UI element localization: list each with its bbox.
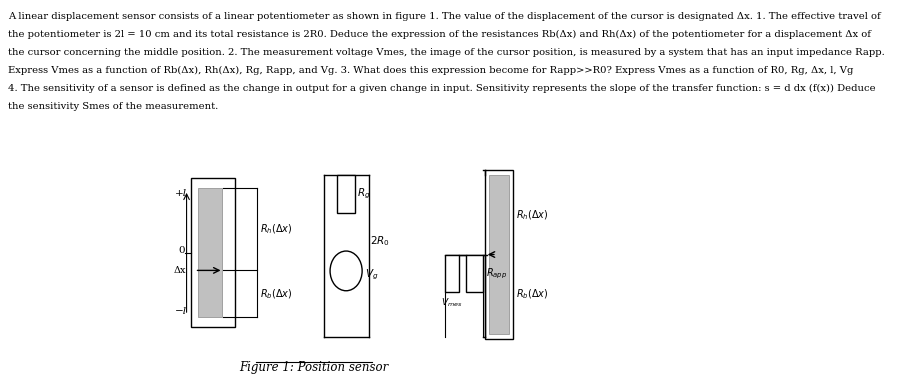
Text: Express Vmes as a function of Rb(Δx), Rh(Δx), Rg, Rapp, and Vg. 3. What does thi: Express Vmes as a function of Rb(Δx), Rh… <box>8 66 854 75</box>
Text: $2R_0$: $2R_0$ <box>370 234 390 248</box>
Text: $V_{mes}$: $V_{mes}$ <box>441 296 462 309</box>
Text: $R_g$: $R_g$ <box>358 187 371 201</box>
Text: $V_g$: $V_g$ <box>365 268 379 282</box>
Bar <box>485 170 513 339</box>
Text: $R_{app}$: $R_{app}$ <box>486 266 507 280</box>
Text: $R_h(\Delta x)$: $R_h(\Delta x)$ <box>259 222 292 236</box>
Text: $R_b(\Delta x)$: $R_b(\Delta x)$ <box>259 287 292 301</box>
Bar <box>466 255 483 292</box>
Text: the sensitivity Smes of the measurement.: the sensitivity Smes of the measurement. <box>8 102 218 111</box>
Text: the cursor concerning the middle position. 2. The measurement voltage Vmes, the : the cursor concerning the middle positio… <box>8 48 885 57</box>
Text: 4. The sensitivity of a sensor is defined as the change in output for a given ch: 4. The sensitivity of a sensor is define… <box>8 84 875 93</box>
Text: Δx: Δx <box>174 266 187 275</box>
Text: +l: +l <box>176 190 187 199</box>
Bar <box>489 175 509 334</box>
Bar <box>197 188 222 317</box>
Text: A linear displacement sensor consists of a linear potentiometer as shown in figu: A linear displacement sensor consists of… <box>8 12 881 21</box>
Text: $R_b(\Delta x)$: $R_b(\Delta x)$ <box>516 287 549 301</box>
Bar <box>191 178 236 327</box>
Bar <box>338 175 355 213</box>
Text: Figure 1: Position sensor: Figure 1: Position sensor <box>239 361 389 374</box>
Text: 0: 0 <box>178 246 185 255</box>
Bar <box>445 255 460 292</box>
Text: the potentiometer is 2l = 10 cm and its total resistance is 2R0. Deduce the expr: the potentiometer is 2l = 10 cm and its … <box>8 30 871 39</box>
Text: $R_h(\Delta x)$: $R_h(\Delta x)$ <box>516 208 549 222</box>
Text: −l: −l <box>176 307 187 316</box>
